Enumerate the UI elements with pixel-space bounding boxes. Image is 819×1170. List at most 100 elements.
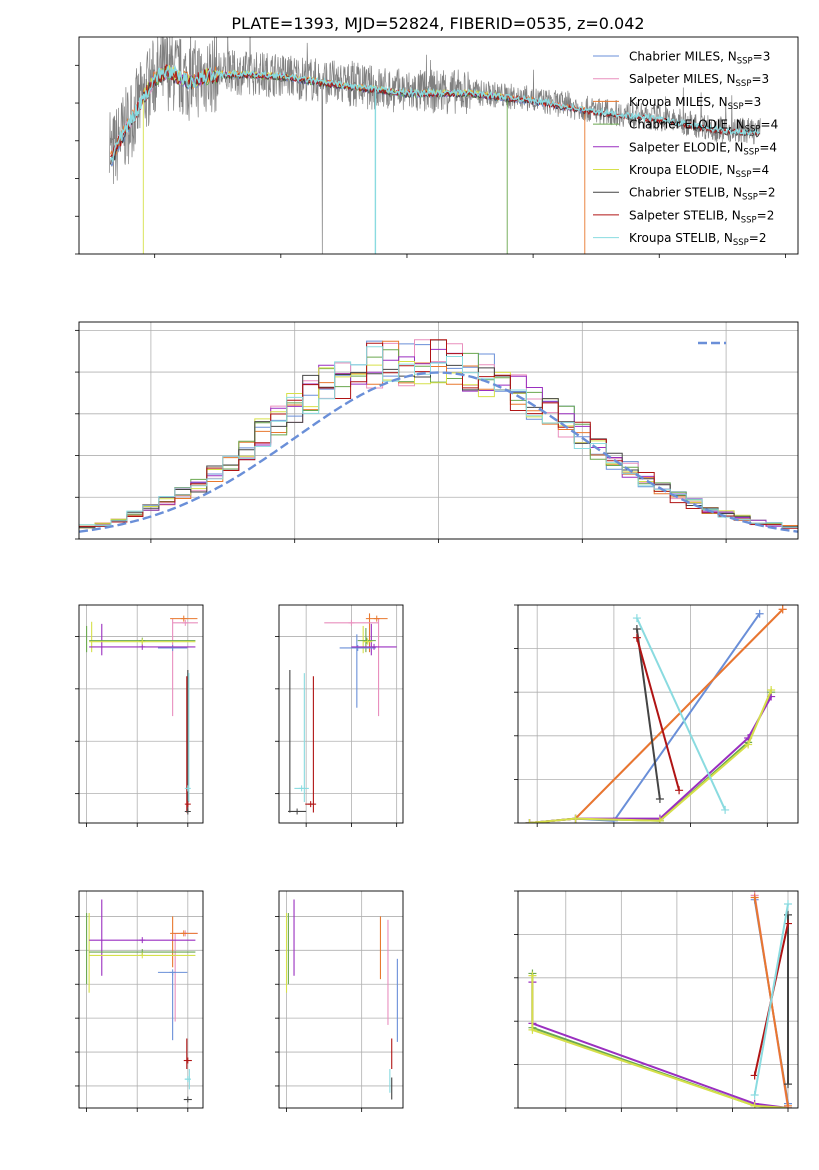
legend-label-kroupa-elodie: Kroupa ELODIE, NSSP=4 <box>629 163 769 180</box>
axes-frame <box>278 890 404 1109</box>
marker-kroupa-stelib <box>184 1076 191 1083</box>
legend-subscript: SSP <box>736 79 752 89</box>
weight-line-salpeter-stelib <box>635 637 681 791</box>
marker-salpeter-stelib <box>184 1057 191 1064</box>
marker-salpeter-elodie <box>371 643 378 650</box>
legend-label-salpeter-elodie: Salpeter ELODIE, NSSP=4 <box>629 140 777 157</box>
weight-marker-chabrier-stelib <box>784 1080 792 1089</box>
mass-vs-extinction-panel <box>275 890 404 1112</box>
marker-salpeter-stelib <box>307 801 314 808</box>
legend-subscript: SSP <box>737 57 753 67</box>
weight-marker-chabrier-miles <box>755 609 764 618</box>
weight-line-salpeter-elodie <box>531 982 789 1108</box>
weight-line-salpeter-elodie <box>529 696 773 823</box>
legend-label-chabrier-miles: Chabrier MILES, NSSP=3 <box>629 50 770 67</box>
marker-salpeter-stelib <box>184 801 191 808</box>
marker-chabrier-elodie <box>363 637 370 644</box>
weight-marker-kroupa-elodie <box>528 1025 537 1034</box>
legend-subscript: SSP <box>736 170 752 180</box>
marker-kroupa-miles <box>180 930 187 937</box>
weight-marker-kroupa-miles <box>778 605 787 614</box>
marker-chabrier-stelib <box>294 808 301 815</box>
weight-line-kroupa-elodie <box>529 689 773 823</box>
weight-marker-kroupa-stelib <box>750 1090 759 1099</box>
marker-salpeter-miles <box>348 619 355 626</box>
legend-suffix: =3 <box>744 95 762 109</box>
marker-chabrier-stelib <box>184 1096 191 1103</box>
weight-marker-kroupa-elodie <box>571 814 580 823</box>
legend-suffix: =4 <box>751 163 769 177</box>
legend-text: Kroupa MILES, N <box>629 95 728 109</box>
weight-line-kroupa-stelib <box>635 617 727 811</box>
axes-frame <box>517 604 799 824</box>
weight-line-chabrier-elodie <box>529 691 773 823</box>
age-vs-metallicity-panel <box>75 604 204 827</box>
weight-line-chabrier-elodie <box>531 973 789 1108</box>
legend-suffix: =2 <box>757 208 775 222</box>
weight-marker-kroupa-elodie <box>750 1101 759 1108</box>
legend-text: Salpeter STELIB, N <box>629 208 741 222</box>
weight-line-chabrier-miles <box>529 613 761 823</box>
legend-subscript: SSP <box>728 102 744 112</box>
weight-marker-kroupa-miles <box>750 893 759 902</box>
legend-label-salpeter-stelib: Salpeter STELIB, NSSP=2 <box>629 208 774 225</box>
legend-subscript: SSP <box>733 238 749 248</box>
weight-line-kroupa-stelib <box>753 903 789 1096</box>
axes-frame <box>78 36 799 255</box>
legend-text: Kroupa ELODIE, N <box>629 163 736 177</box>
marker-kroupa-stelib <box>184 785 191 792</box>
marker-kroupa-miles <box>373 615 380 622</box>
legend-text: Salpeter MILES, N <box>629 72 736 86</box>
legend-subscript: SSP <box>745 125 761 135</box>
weight-lines <box>525 605 787 823</box>
histogram-chabrier-elodie <box>79 349 798 529</box>
weight-marker-chabrier-stelib <box>655 795 664 804</box>
marker-chabrier-stelib <box>184 808 191 815</box>
mass-weight-vs-age-panel <box>514 604 799 827</box>
legend-suffix: =3 <box>753 50 771 64</box>
errorbars <box>285 899 398 1100</box>
histogram-salpeter-stelib <box>79 339 798 529</box>
weight-line-kroupa-elodie <box>531 975 789 1108</box>
legend-text: Kroupa STELIB, N <box>629 231 733 245</box>
weight-marker-kroupa-elodie <box>525 819 534 823</box>
legend-suffix: =4 <box>761 118 779 132</box>
weight-lines <box>528 891 792 1108</box>
legend-suffix: =3 <box>751 72 769 86</box>
marker-salpeter-miles <box>182 619 189 626</box>
weight-marker-kroupa-stelib <box>784 900 792 909</box>
marker-kroupa-elodie <box>139 638 146 645</box>
errorbars <box>86 615 198 815</box>
legend-label-kroupa-miles: Kroupa MILES, NSSP=3 <box>629 95 761 112</box>
marker-salpeter-elodie <box>139 937 146 944</box>
histogram-steps <box>79 339 798 533</box>
marker-chabrier-miles <box>354 644 361 651</box>
histogram-salpeter-miles <box>79 339 798 529</box>
residual-histogram-panel <box>75 321 799 543</box>
legend-suffix: =4 <box>759 140 777 154</box>
legend-text: Salpeter ELODIE, N <box>629 140 743 154</box>
observed-spectrum <box>108 37 761 254</box>
marker-kroupa-elodie <box>364 638 371 645</box>
spectrum-lines <box>108 37 761 254</box>
marker-kroupa-stelib <box>298 785 305 792</box>
weight-line-kroupa-miles <box>529 608 784 823</box>
marker-chabrier-miles <box>169 644 176 651</box>
weight-marker-kroupa-stelib <box>632 614 641 623</box>
weight-marker-chabrier-stelib <box>632 624 641 633</box>
axes-frame <box>78 604 204 824</box>
axes-frame <box>78 321 799 540</box>
legend-subscript: SSP <box>743 147 759 157</box>
axes-frame <box>517 890 799 1109</box>
weight-marker-kroupa-elodie <box>767 686 776 695</box>
weight-marker-kroupa-elodie <box>528 971 537 980</box>
mass-vs-metallicity-panel <box>75 890 204 1112</box>
legend-text: Chabrier MILES, N <box>629 50 737 64</box>
normal-distribution-curve <box>79 371 798 533</box>
weight-marker-kroupa-miles <box>784 1101 792 1108</box>
legend-subscript: SSP <box>742 193 758 203</box>
marker-salpeter-elodie <box>139 643 146 650</box>
errorbars <box>86 899 198 1103</box>
